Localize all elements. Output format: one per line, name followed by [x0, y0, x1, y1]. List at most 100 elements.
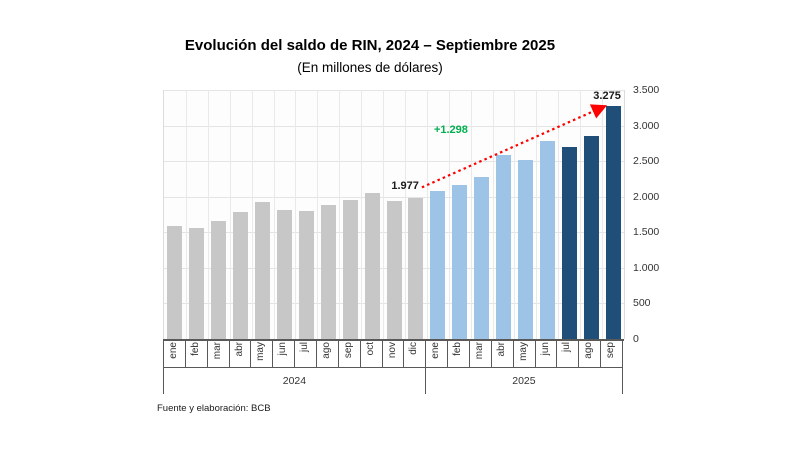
bar-slot	[186, 90, 208, 339]
x-tick-label: nov	[386, 342, 398, 359]
gridline	[536, 90, 538, 339]
bar-slot	[230, 90, 252, 339]
gridline	[164, 90, 624, 91]
x-tick-cell: ene	[163, 340, 186, 367]
x-axis-month-band: ene feb mar abr may jun jul ago sep oct nov dic ene f…	[163, 339, 624, 368]
bar-slot	[317, 90, 339, 339]
x-tick-cell: sep	[339, 340, 361, 367]
bar-slot	[295, 90, 317, 339]
y-tick-label: 2.500	[633, 155, 660, 168]
bar-abr	[496, 154, 512, 339]
gridline	[558, 90, 560, 339]
y-axis-labels: 3.500 3.000 2.500 2.000 1.500 1.000 500 0	[633, 84, 678, 345]
trend-arrow-icon	[421, 104, 608, 189]
bar-slot	[427, 90, 449, 339]
plot-area: 1.977 3.275 +1.298	[163, 90, 625, 341]
bar-jul	[561, 146, 577, 339]
x-tick-cell: jul	[557, 340, 580, 367]
chart-subtitle: (En millones de dólares)	[297, 60, 443, 75]
bar-may	[255, 202, 271, 339]
bar-nov	[386, 201, 402, 339]
chart-title: Evolución del saldo de RIN, 2024 – Septi…	[184, 37, 556, 54]
gridline	[251, 90, 253, 339]
gridline	[164, 161, 624, 163]
x-tick-label: ene	[430, 342, 442, 359]
bar-sep	[605, 106, 621, 339]
bars-container	[164, 90, 624, 339]
bar-slot	[493, 90, 515, 339]
bar-slot	[536, 90, 558, 339]
y-tick-label: 0	[633, 333, 639, 345]
bar-dic	[408, 198, 424, 339]
gridline	[448, 90, 450, 339]
x-tick-cell: jul	[295, 340, 318, 367]
gridline	[229, 90, 231, 339]
gridline	[361, 90, 363, 339]
gridline	[470, 90, 472, 339]
x-tick-label: may	[255, 342, 267, 361]
bar-slot	[405, 90, 427, 339]
bar-slot	[339, 90, 361, 339]
bar-jun	[539, 141, 555, 339]
x-tick-label: mar	[211, 342, 223, 360]
x-tick-label: feb	[189, 342, 201, 356]
x-tick-label: ene	[167, 342, 179, 359]
x-tick-label: dic	[408, 342, 420, 355]
x-tick-cell: ago	[579, 340, 602, 367]
x-tick-label: may	[517, 342, 529, 361]
x-tick-label: jul	[299, 342, 311, 353]
y-tick-label: 500	[633, 297, 651, 310]
gridline	[404, 90, 406, 339]
bar-slot	[580, 90, 602, 339]
x-tick-label: oct	[364, 342, 376, 356]
y-tick-label: 1.500	[633, 226, 660, 239]
year-label-2024: 2024	[163, 368, 426, 394]
x-tick-label: sep	[605, 342, 617, 359]
bar-jul	[298, 210, 314, 339]
x-tick-cell: may	[251, 340, 274, 367]
x-tick-cell: jun	[536, 340, 558, 367]
x-tick-cell: ene	[426, 340, 449, 367]
bar-ene	[167, 225, 183, 339]
y-tick-label: 3.000	[633, 119, 660, 132]
bar-slot	[252, 90, 274, 339]
bar-jun	[276, 209, 292, 339]
bar-oct	[364, 192, 380, 339]
gridline	[295, 90, 297, 339]
bar-slot	[383, 90, 405, 339]
x-tick-cell: nov	[383, 340, 405, 367]
bar-mar	[474, 177, 490, 339]
source-note: Fuente y elaboración: BCB	[157, 403, 271, 414]
x-tick-label: jul	[561, 342, 573, 353]
x-tick-cell: ago	[317, 340, 339, 367]
gridline	[514, 90, 516, 339]
x-tick-label: sep	[342, 342, 354, 359]
start-value-label: 1.977	[391, 180, 419, 193]
x-tick-cell: sep	[601, 340, 624, 367]
gridline	[426, 90, 428, 339]
x-tick-label: ago	[583, 342, 595, 359]
gridline	[339, 90, 341, 339]
x-tick-cell: mar	[470, 340, 492, 367]
y-tick-label: 2.000	[633, 190, 660, 203]
x-tick-cell: may	[514, 340, 536, 367]
x-tick-cell: abr	[492, 340, 514, 367]
x-tick-label: jun	[539, 342, 551, 356]
bar-ago	[583, 136, 599, 339]
bar-slot	[274, 90, 296, 339]
x-tick-cell: feb	[448, 340, 471, 367]
y-tick-label: 3.500	[633, 84, 660, 96]
bar-slot	[602, 90, 624, 339]
end-value-label: 3.275	[593, 90, 621, 102]
bar-slot	[164, 90, 186, 339]
x-tick-cell: feb	[186, 340, 208, 367]
gridline	[383, 90, 385, 339]
bar-ene	[430, 191, 446, 339]
x-tick-label: feb	[452, 342, 464, 356]
bar-abr	[233, 212, 249, 339]
gridline	[164, 125, 624, 127]
gridline	[602, 90, 604, 339]
bar-slot	[208, 90, 230, 339]
x-tick-cell: dic	[404, 340, 427, 367]
